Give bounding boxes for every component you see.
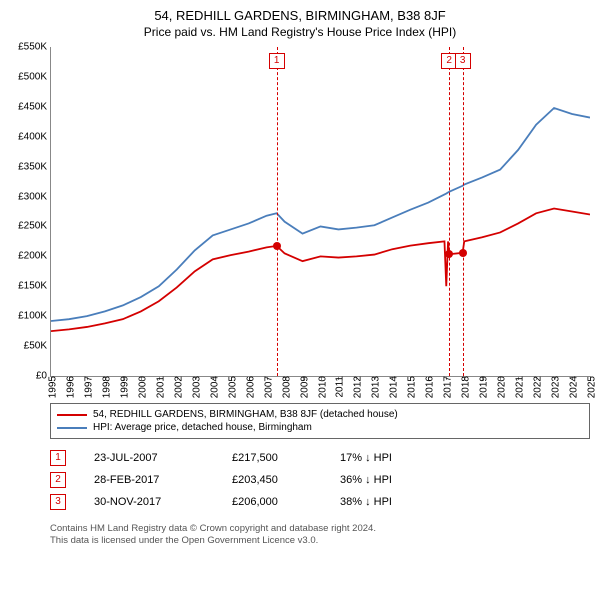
sale-marker-number: 1: [50, 450, 66, 466]
x-axis-label: 2020: [493, 376, 508, 398]
footer-attribution: Contains HM Land Registry data © Crown c…: [50, 523, 590, 548]
sale-row: 2 28-FEB-2017 £203,450 36% ↓ HPI: [50, 469, 590, 491]
legend-item: HPI: Average price, detached house, Birm…: [57, 421, 583, 434]
x-axis-label: 2017: [439, 376, 454, 398]
sale-row: 1 23-JUL-2007 £217,500 17% ↓ HPI: [50, 447, 590, 469]
legend-item: 54, REDHILL GARDENS, BIRMINGHAM, B38 8JF…: [57, 408, 583, 421]
x-axis-label: 2008: [277, 376, 292, 398]
x-axis-label: 2016: [421, 376, 436, 398]
y-axis-label: £250K: [18, 221, 51, 232]
y-axis-label: £500K: [18, 71, 51, 82]
x-axis-label: 2009: [295, 376, 310, 398]
sale-hpi-diff: 36% ↓ HPI: [340, 474, 430, 486]
x-axis-label: 2003: [187, 376, 202, 398]
marker-label: 3: [455, 53, 471, 69]
marker-dot: [459, 249, 467, 257]
sale-date: 30-NOV-2017: [94, 496, 204, 508]
chart-container: 54, REDHILL GARDENS, BIRMINGHAM, B38 8JF…: [0, 0, 600, 558]
x-axis-label: 2019: [475, 376, 490, 398]
y-axis-label: £550K: [18, 42, 51, 53]
x-axis-label: 2011: [331, 376, 346, 398]
x-axis-label: 2002: [169, 376, 184, 398]
footer-line2: This data is licensed under the Open Gov…: [50, 535, 590, 547]
legend-label: 54, REDHILL GARDENS, BIRMINGHAM, B38 8JF…: [93, 409, 398, 420]
y-axis-label: £50K: [24, 341, 51, 352]
marker-line: [277, 47, 278, 376]
x-axis-label: 1999: [115, 376, 130, 398]
marker-label: 1: [269, 53, 285, 69]
series-hpi: [51, 108, 590, 321]
sale-date: 28-FEB-2017: [94, 474, 204, 486]
legend-swatch: [57, 427, 87, 429]
sale-price: £203,450: [232, 474, 312, 486]
x-axis-label: 2014: [385, 376, 400, 398]
x-axis-label: 1995: [44, 376, 59, 398]
chart-box: £0£50K£100K£150K£200K£250K£300K£350K£400…: [50, 47, 590, 397]
y-axis-label: £350K: [18, 161, 51, 172]
chart-subtitle: Price paid vs. HM Land Registry's House …: [10, 25, 590, 39]
sale-hpi-diff: 17% ↓ HPI: [340, 452, 430, 464]
marker-dot: [273, 242, 281, 250]
x-axis-label: 2021: [511, 376, 526, 398]
x-axis-label: 2007: [259, 376, 274, 398]
x-axis-label: 2018: [457, 376, 472, 398]
plot-area: £0£50K£100K£150K£200K£250K£300K£350K£400…: [50, 47, 590, 377]
x-axis-label: 2000: [133, 376, 148, 398]
x-axis-label: 2012: [349, 376, 364, 398]
marker-line: [449, 47, 450, 376]
x-axis-label: 1998: [97, 376, 112, 398]
sale-price: £217,500: [232, 452, 312, 464]
y-axis-label: £450K: [18, 101, 51, 112]
sale-marker-number: 3: [50, 494, 66, 510]
y-axis-label: £150K: [18, 281, 51, 292]
footer-line1: Contains HM Land Registry data © Crown c…: [50, 523, 590, 535]
x-axis-label: 2025: [583, 376, 598, 398]
sale-date: 23-JUL-2007: [94, 452, 204, 464]
legend: 54, REDHILL GARDENS, BIRMINGHAM, B38 8JF…: [50, 403, 590, 439]
x-axis-label: 2022: [529, 376, 544, 398]
x-axis-label: 2013: [367, 376, 382, 398]
sale-row: 3 30-NOV-2017 £206,000 38% ↓ HPI: [50, 491, 590, 513]
sales-table: 1 23-JUL-2007 £217,500 17% ↓ HPI 2 28-FEB-201…: [50, 447, 590, 513]
sale-marker-number: 2: [50, 472, 66, 488]
x-axis-label: 2015: [403, 376, 418, 398]
y-axis-label: £200K: [18, 251, 51, 262]
x-axis-label: 2004: [205, 376, 220, 398]
y-axis-label: £300K: [18, 191, 51, 202]
y-axis-label: £100K: [18, 311, 51, 322]
chart-title: 54, REDHILL GARDENS, BIRMINGHAM, B38 8JF: [10, 8, 590, 23]
legend-swatch: [57, 414, 87, 416]
x-axis-label: 2010: [313, 376, 328, 398]
marker-line: [463, 47, 464, 376]
sale-price: £206,000: [232, 496, 312, 508]
x-axis-label: 1996: [61, 376, 76, 398]
x-axis-label: 2023: [547, 376, 562, 398]
legend-label: HPI: Average price, detached house, Birm…: [93, 422, 312, 433]
chart-lines: [51, 47, 590, 376]
y-axis-label: £400K: [18, 131, 51, 142]
x-axis-label: 2024: [565, 376, 580, 398]
x-axis-label: 1997: [79, 376, 94, 398]
sale-hpi-diff: 38% ↓ HPI: [340, 496, 430, 508]
marker-dot: [445, 250, 453, 258]
x-axis-label: 2001: [151, 376, 166, 398]
x-axis-label: 2006: [241, 376, 256, 398]
x-axis-label: 2005: [223, 376, 238, 398]
